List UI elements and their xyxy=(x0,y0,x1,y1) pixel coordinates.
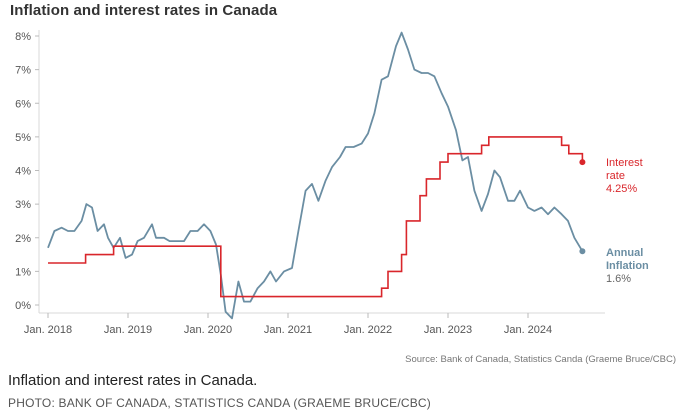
x-tick-label: Jan. 2019 xyxy=(104,324,152,336)
y-tick-label: 1% xyxy=(15,266,31,278)
inflation-end-marker xyxy=(579,248,586,255)
photo-credit: PHOTO: BANK OF CANADA, STATISTICS CANDA … xyxy=(8,396,431,410)
interest-rate-value: 4.25% xyxy=(606,183,637,195)
y-tick-label: 0% xyxy=(15,300,31,312)
interest-rate-end-marker xyxy=(579,159,586,166)
y-tick-label: 7% xyxy=(15,65,31,77)
y-axis-ticks: 0% 1% 2% 3% 4% 5% 6% 7% 8% xyxy=(15,31,39,312)
interest-rate-label-line2: rate xyxy=(606,170,625,182)
inflation-value: 1.6% xyxy=(606,273,631,285)
x-tick-label: Jan. 2023 xyxy=(424,324,472,336)
image-caption: Inflation and interest rates in Canada. xyxy=(8,372,258,389)
series xyxy=(47,31,584,320)
line-chart: 0%1%2%3%4%5%6%7%8% Jan. 2018 Jan. 2019 Jan… xyxy=(15,30,649,336)
x-tick-label: Jan. 2024 xyxy=(504,324,552,336)
interest-rate-line xyxy=(48,136,584,298)
inflation-line xyxy=(47,31,584,320)
x-axis-ticks: Jan. 2018 Jan. 2019 Jan. 2020 Jan. 2021 Jan.… xyxy=(24,313,552,336)
chart-source: Source: Bank of Canada, Statistics Canda… xyxy=(405,354,676,365)
series-labels: Interest rate 4.25% Annual Inflation 1.6… xyxy=(579,157,649,285)
y-tick-label: 2% xyxy=(15,233,31,245)
inflation-label-line1: Annual xyxy=(606,247,643,259)
axes xyxy=(38,30,605,314)
y-tick-label: 4% xyxy=(15,166,31,178)
x-tick-label: Jan. 2020 xyxy=(184,324,232,336)
chart-title: Inflation and interest rates in Canada xyxy=(10,2,278,19)
y-tick-label: 5% xyxy=(15,132,31,144)
x-tick-label: Jan. 2022 xyxy=(344,324,392,336)
y-tick-label: 8% xyxy=(15,31,31,43)
y-tick-label: 3% xyxy=(15,199,31,211)
x-tick-label: Jan. 2018 xyxy=(24,324,72,336)
inflation-label-line2: Inflation xyxy=(606,260,649,272)
interest-rate-label-line1: Interest xyxy=(606,157,643,169)
x-tick-label: Jan. 2021 xyxy=(264,324,312,336)
y-tick-label: 6% xyxy=(15,98,31,110)
